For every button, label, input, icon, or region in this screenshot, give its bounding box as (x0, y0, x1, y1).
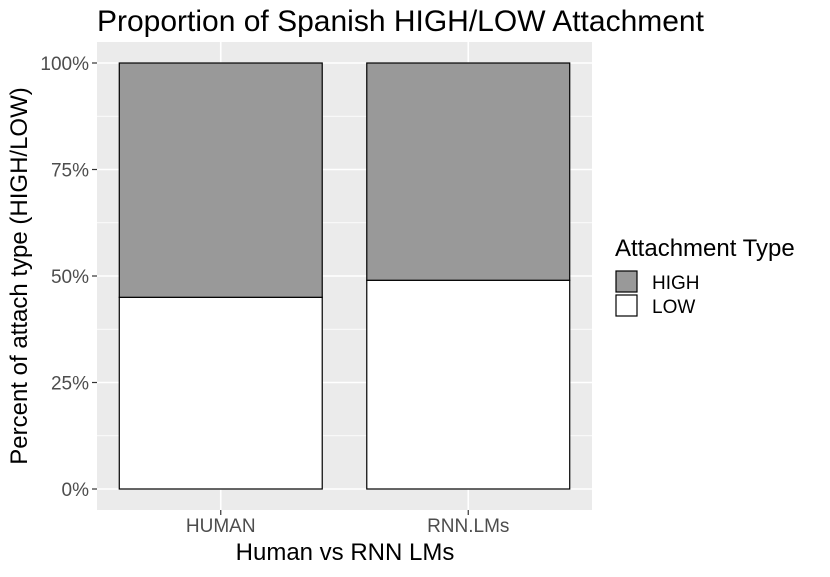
bar-low-rnn-lms (366, 279, 571, 490)
bars (118, 62, 571, 490)
x-tick-label: RNN.LMs (427, 516, 509, 537)
legend-key-low (615, 294, 638, 317)
y-tick-label: 50% (51, 267, 89, 288)
legend-label-low: LOW (652, 297, 695, 318)
bar-high-human (118, 62, 323, 298)
y-tick-label: 75% (51, 161, 89, 182)
y-tick-label: 0% (62, 480, 90, 501)
y-axis: 0% 25% 50% 75% 100% (40, 54, 97, 501)
legend-label-high: HIGH (652, 273, 700, 294)
bar-low-human (118, 296, 323, 490)
x-axis: HUMAN RNN.LMs (186, 510, 509, 537)
bar-high-rnn-lms (366, 62, 571, 281)
legend-key-high (615, 270, 638, 293)
chart-title: Proportion of Spanish HIGH/LOW Attachmen… (97, 5, 705, 38)
x-tick-label: HUMAN (186, 516, 256, 537)
legend: Attachment Type HIGH LOW (615, 235, 795, 318)
y-tick-label: 25% (51, 374, 89, 395)
y-tick-label: 100% (40, 54, 89, 75)
y-axis-title: Percent of attach type (HIGH/LOW) (6, 87, 33, 464)
x-axis-title: Human vs RNN LMs (236, 539, 455, 566)
legend-title: Attachment Type (615, 235, 795, 262)
